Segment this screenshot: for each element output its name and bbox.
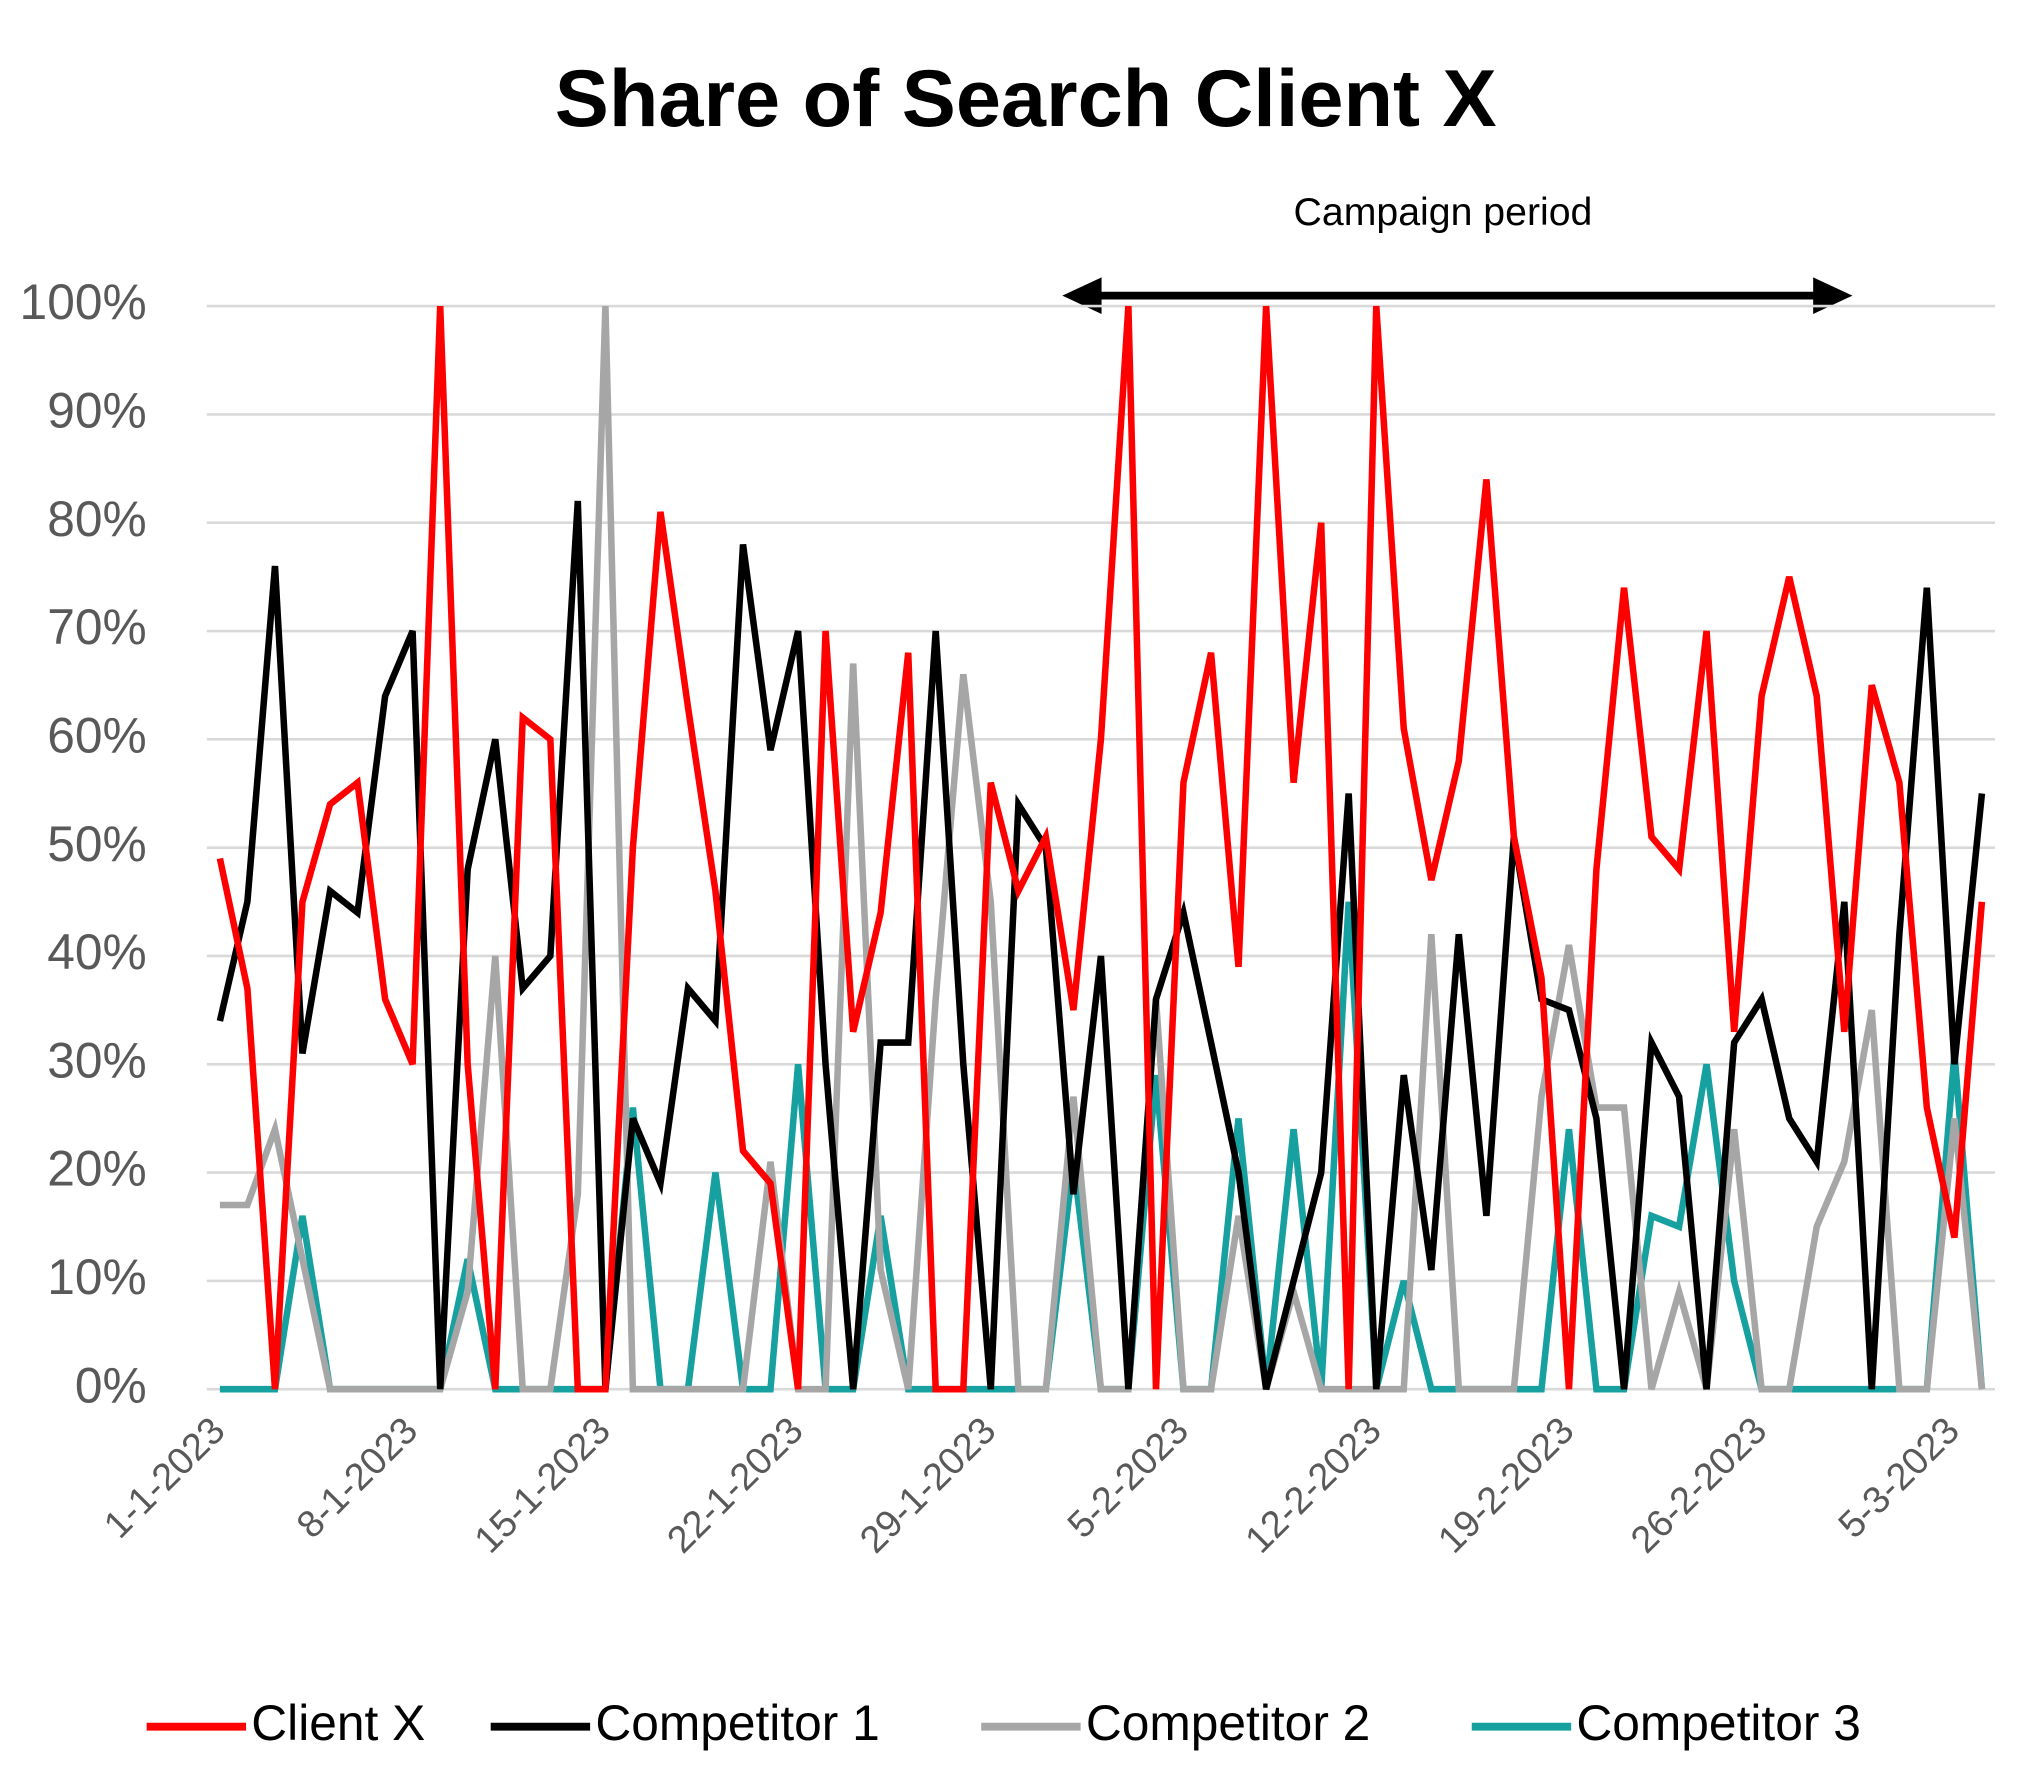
x-tick-label: 29-1-2023: [852, 1410, 1004, 1562]
y-tick-label: 40%: [47, 924, 146, 980]
y-tick-label: 20%: [47, 1141, 146, 1197]
y-tick-label: 10%: [47, 1249, 146, 1305]
y-tick-label: 30%: [47, 1032, 146, 1088]
x-tick-label: 19-2-2023: [1430, 1410, 1582, 1562]
x-tick-label: 5-3-2023: [1831, 1410, 1968, 1547]
y-tick-label: 60%: [47, 707, 146, 763]
campaign-arrow: [1062, 277, 1853, 314]
y-tick-label: 70%: [47, 599, 146, 655]
y-tick-label: 50%: [47, 816, 146, 872]
chart-title: Share of Search Client X: [555, 54, 1497, 144]
x-tick-label: 12-2-2023: [1238, 1410, 1390, 1562]
legend-label: Competitor 1: [595, 1695, 879, 1751]
x-tick-label: 15-1-2023: [467, 1410, 619, 1562]
legend-label: Client X: [251, 1695, 425, 1751]
y-tick-label: 100%: [20, 274, 147, 330]
y-tick-label: 90%: [47, 383, 146, 439]
series-line: [216, 305, 1986, 1393]
annotation: Campaign period: [1294, 190, 1593, 234]
y-tick-label: 80%: [47, 491, 146, 547]
x-tick-label: 5-2-2023: [1060, 1410, 1197, 1547]
legend-label: Competitor 2: [1086, 1695, 1370, 1751]
legend-label: Competitor 3: [1576, 1695, 1860, 1751]
x-tick-label: 22-1-2023: [660, 1410, 812, 1562]
x-tick-label: 8-1-2023: [289, 1410, 426, 1547]
x-tick-label: 1-1-2023: [96, 1410, 233, 1547]
series-line: [219, 305, 1986, 1393]
x-tick-label: 26-2-2023: [1623, 1410, 1775, 1562]
y-tick-label: 0%: [75, 1357, 147, 1413]
